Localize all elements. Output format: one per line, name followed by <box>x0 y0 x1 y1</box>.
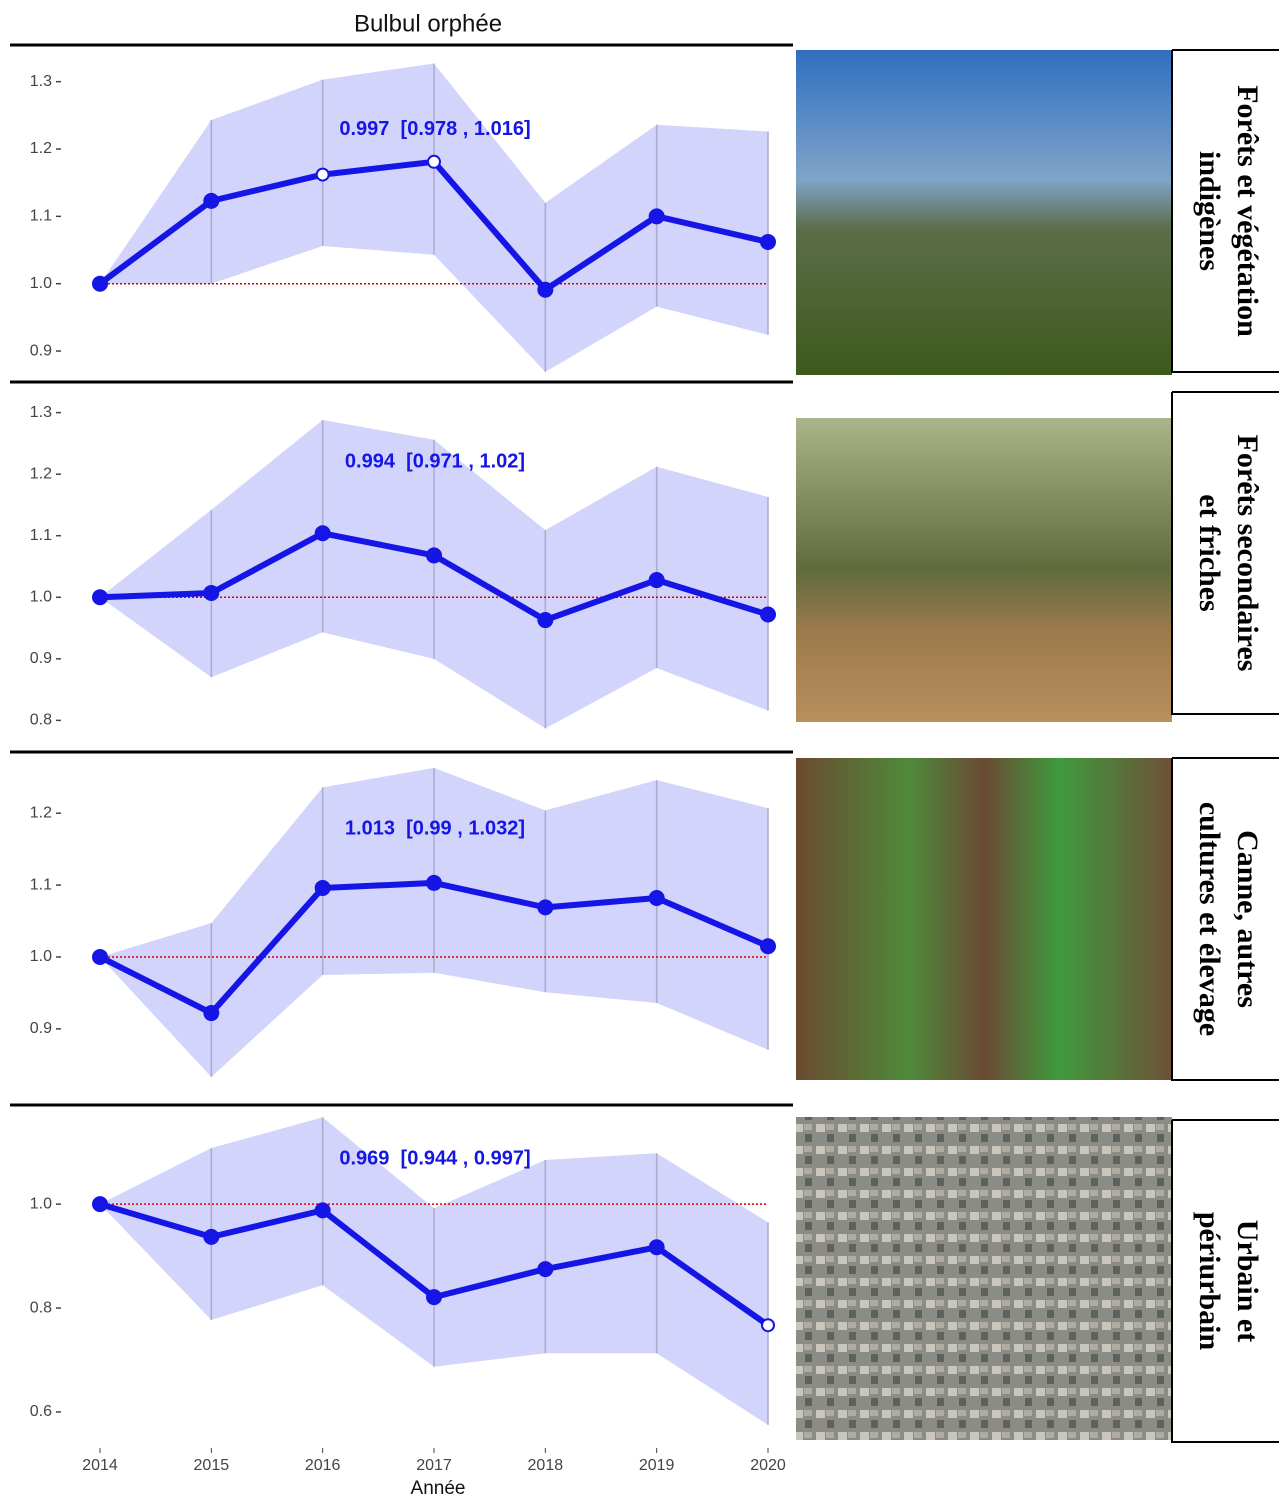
y-tick-label: 0.9 <box>30 342 52 359</box>
point <box>93 950 107 964</box>
point <box>204 194 218 208</box>
point <box>204 586 218 600</box>
x-tick-label: 2017 <box>416 1457 452 1474</box>
y-tick-label: 0.6 <box>30 1403 52 1420</box>
y-tick-label: 1.1 <box>30 876 52 893</box>
point <box>650 891 664 905</box>
point <box>93 277 107 291</box>
y-tick-label: 1.3 <box>30 404 52 421</box>
point <box>650 1240 664 1254</box>
point <box>761 939 775 953</box>
panel-label-line: et friches <box>1193 494 1226 611</box>
point <box>650 573 664 587</box>
figure: Bulbul orphée 0.9 1.0 1.1 1.2 1.3 0.997 [0.978… <box>0 0 1279 1498</box>
estimate-annotation: 0.997 [0.978 , 1.016] <box>339 118 530 140</box>
point <box>204 1230 218 1244</box>
panel-label-line: Urbain et <box>1231 1220 1264 1343</box>
point <box>204 1006 218 1020</box>
chart-title: Bulbul orphée <box>354 10 502 37</box>
point <box>427 1290 441 1304</box>
y-tick-label: 1.0 <box>30 275 52 292</box>
point <box>317 169 329 181</box>
point <box>428 156 440 168</box>
panel-label-line: périurbain <box>1193 1212 1226 1351</box>
photos <box>796 50 1172 1440</box>
point <box>427 876 441 890</box>
estimate-annotation: 0.994 [0.971 , 1.02] <box>345 450 525 472</box>
y-tick-label: 1.3 <box>30 73 52 90</box>
point <box>538 1262 552 1276</box>
photo <box>796 1117 1172 1440</box>
x-tick-label: 2014 <box>82 1457 118 1474</box>
x-tick-label: 2015 <box>194 1457 230 1474</box>
y-tick-label: 1.2 <box>30 465 52 482</box>
y-tick-label: 1.1 <box>30 527 52 544</box>
x-tick-label: 2016 <box>305 1457 341 1474</box>
estimate-annotation: 1.013 [0.99 , 1.032] <box>345 818 525 840</box>
y-tick-label: 0.8 <box>30 1299 52 1316</box>
x-tick-label: 2018 <box>528 1457 564 1474</box>
x-tick-label: 2019 <box>639 1457 675 1474</box>
y-tick-label: 1.0 <box>30 588 52 605</box>
point <box>316 1203 330 1217</box>
y-tick-label: 1.2 <box>30 804 52 821</box>
estimate-annotation: 0.969 [0.944 , 0.997] <box>339 1148 530 1170</box>
point <box>762 1319 774 1331</box>
y-tick-label: 1.2 <box>30 140 52 157</box>
x-axis-label: Année <box>411 1478 466 1498</box>
point <box>650 209 664 223</box>
point <box>316 526 330 540</box>
point <box>538 613 552 627</box>
y-tick-label: 0.9 <box>30 1020 52 1037</box>
point <box>761 235 775 249</box>
panel-label-line: Forêts et végétation <box>1231 85 1264 337</box>
y-tick-label: 1.0 <box>30 948 52 965</box>
photo <box>796 418 1172 722</box>
photo <box>796 758 1172 1080</box>
x-tick-label: 2020 <box>750 1457 786 1474</box>
point <box>538 283 552 297</box>
point <box>538 900 552 914</box>
panel-label-line: Canne, autres <box>1231 830 1264 1008</box>
y-tick-label: 0.8 <box>30 712 52 729</box>
y-tick-label: 1.1 <box>30 208 52 225</box>
point <box>761 608 775 622</box>
point <box>93 1197 107 1211</box>
point <box>316 881 330 895</box>
panel-label-line: Forêts secondaires <box>1231 435 1264 672</box>
panel-label-line: indigènes <box>1193 151 1226 271</box>
point <box>93 590 107 604</box>
photo <box>796 50 1172 375</box>
y-tick-label: 1.0 <box>30 1195 52 1212</box>
point <box>427 548 441 562</box>
panel-label-line: cultures et élevage <box>1193 802 1226 1036</box>
y-tick-label: 0.9 <box>30 650 52 667</box>
